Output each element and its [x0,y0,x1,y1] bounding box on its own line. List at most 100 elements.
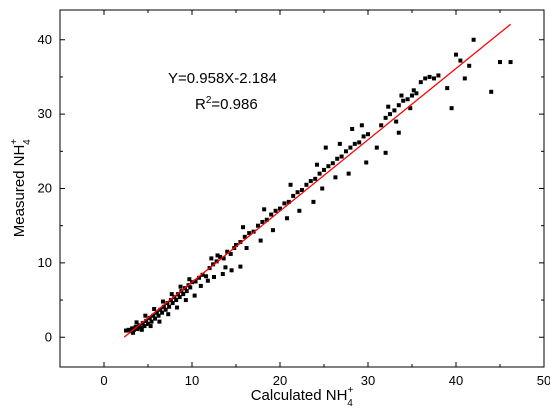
data-point [244,246,249,250]
data-point [317,171,322,176]
data-point [139,327,144,332]
data-point [143,313,148,318]
data-point [295,190,300,195]
data-point [160,310,165,315]
data-point [135,327,140,332]
data-point [241,225,246,230]
data-point [166,312,171,317]
data-point [467,63,472,68]
data-point [392,108,397,113]
data-point [193,279,198,284]
data-point [156,313,161,318]
data-point [212,275,216,280]
data-point [405,97,410,102]
data-point [256,223,260,228]
data-point [350,127,355,131]
data-point [124,328,128,333]
data-point [154,310,159,315]
data-point [238,264,243,269]
data-point [300,187,304,192]
data-point [188,285,193,290]
data-point [169,292,174,297]
axis-ticks: 0 10 20 30 40 50 0 10 20 30 40 [38,10,550,388]
data-point [396,103,401,108]
data-point [311,199,316,204]
y-tick-label: 20 [38,181,52,196]
data-point [408,106,413,111]
equation-label: Y=0.958X-2.184 [168,70,277,87]
x-tick-label: 50 [537,373,550,388]
data-point [234,243,238,248]
data-point [344,149,348,154]
data-point [323,145,328,150]
data-point [228,251,233,256]
data-point [258,238,263,243]
data-point [183,298,188,303]
data-point [152,306,157,311]
data-point [174,298,179,303]
data-point [131,330,136,335]
data-point [153,316,158,321]
data-point [269,212,274,217]
data-point [401,98,406,103]
x-tick-label: 30 [361,373,375,388]
y-axis-label: Measured NH+ 4 [9,139,33,238]
data-point [197,275,202,280]
data-point [160,299,165,304]
data-point [308,179,313,184]
data-point [285,216,290,221]
data-point [374,145,379,150]
data-point [489,89,494,94]
data-point [383,150,388,155]
data-point [209,256,214,261]
data-point [337,141,342,146]
data-point [165,301,170,306]
data-point [214,259,219,264]
data-point [291,193,296,198]
data-point [144,318,149,323]
data-point [167,304,172,309]
data-point [192,293,197,298]
data-point [151,313,156,318]
data-point [200,272,205,277]
data-point [225,249,230,254]
data-point [264,217,269,222]
data-point [146,321,150,326]
data-point [471,37,476,42]
data-point [198,283,203,288]
data-point [498,60,502,65]
data-point [149,319,154,324]
data-point [158,307,163,312]
data-point [288,182,293,187]
data-point [348,145,353,150]
data-point [278,206,282,211]
data-point [181,292,186,297]
data-point [229,268,234,273]
x-tick-label: 10 [185,373,199,388]
data-point [163,307,168,312]
data-point [148,324,153,329]
data-point [178,284,183,289]
data-point [394,119,399,124]
data-point [410,93,414,98]
data-point [333,175,338,180]
data-point [339,154,344,159]
data-point [436,73,441,78]
data-point [304,182,309,187]
data-point [157,319,162,324]
data-point [411,88,416,93]
data-point [133,324,138,329]
data-point [142,324,147,329]
data-point [286,199,291,204]
data-point [379,123,384,128]
data-point [458,58,463,63]
data-point [386,104,391,109]
data-point [220,272,225,277]
data-point [396,130,401,135]
data-point [184,289,189,294]
data-point [357,140,362,145]
data-point [383,115,388,120]
x-tick-label: 40 [449,373,463,388]
r-squared-label: R2=0.986 [195,95,258,113]
